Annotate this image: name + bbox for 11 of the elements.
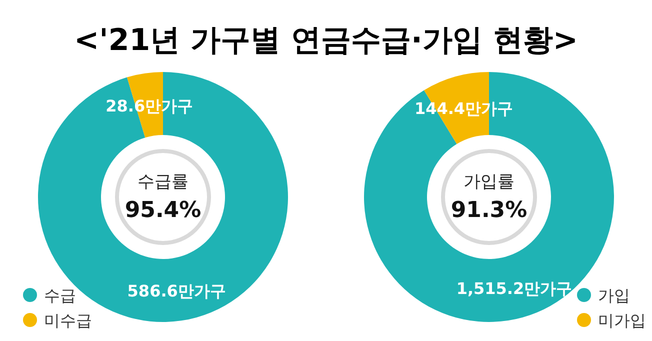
text: 91.3% <box>450 198 528 223</box>
text: 95.4% <box>124 198 202 223</box>
legend-label: 수급 <box>44 286 76 305</box>
data-label: 1,515.2만가구 <box>456 279 572 298</box>
legend-label: 가입 <box>598 286 630 305</box>
data-label: 586.6만가구 <box>127 282 226 301</box>
text: 가입률 <box>464 172 514 192</box>
legend-label: 미수급 <box>44 311 92 330</box>
legend-label: 미가입 <box>598 311 646 330</box>
chart-title: <'21년 가구별 연금수급·가입 현황> <box>74 23 578 58</box>
text: 수급률 <box>138 172 188 192</box>
